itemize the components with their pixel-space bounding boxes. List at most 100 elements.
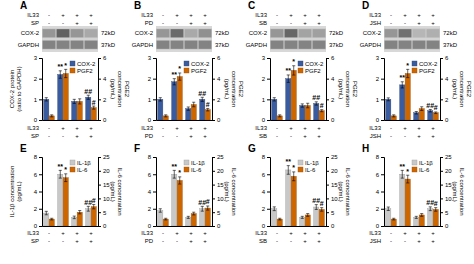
- blot-background: [42, 26, 98, 52]
- condition-label: +: [317, 12, 321, 18]
- tick: 10: [440, 196, 452, 202]
- axis: 0123: [34, 55, 43, 123]
- error-bar: [401, 82, 404, 88]
- row-annotation: 37kD: [215, 42, 230, 48]
- marks: [44, 69, 97, 120]
- tick-mark: [39, 79, 42, 80]
- band: [385, 29, 398, 37]
- tick: 25: [326, 154, 338, 160]
- tick-label: 0: [148, 117, 152, 123]
- tick-mark: [267, 209, 270, 210]
- band: [427, 29, 440, 37]
- lane-background: [270, 40, 326, 50]
- tick-label: 2: [34, 76, 38, 82]
- error-bar: [429, 207, 432, 211]
- bar: [200, 99, 205, 120]
- tick-label: 10: [103, 196, 110, 202]
- tick-label: 2: [103, 97, 107, 103]
- tick-mark: [381, 99, 384, 100]
- significance: *: [64, 166, 67, 173]
- tick-label: 10: [445, 196, 452, 202]
- tick: 6: [212, 55, 221, 61]
- tick: 1: [376, 97, 384, 103]
- annotations: **##*#: [400, 163, 438, 207]
- error-bar: [315, 102, 318, 105]
- error-bar: [292, 172, 295, 181]
- condition-label: -: [176, 20, 178, 26]
- tick-mark: [440, 198, 443, 199]
- axis: 0246: [440, 55, 449, 123]
- error-bar: [320, 208, 323, 212]
- tick-label: 2: [445, 97, 449, 103]
- tick-label: 15: [331, 182, 338, 188]
- tick-label: 4: [262, 189, 266, 195]
- condition-label: -: [276, 238, 278, 244]
- tick-label: 25: [217, 154, 224, 160]
- tick-mark: [326, 157, 329, 158]
- legend-item: COX-2: [70, 61, 96, 67]
- blot-bands: [156, 28, 212, 50]
- significance: *: [406, 62, 409, 69]
- tick-mark: [326, 185, 329, 186]
- tick-mark: [212, 79, 215, 80]
- bar-panel: E**##*#024680510152025IL-1β concentratio…: [9, 143, 123, 244]
- legend: IL-1βIL-6: [184, 160, 205, 173]
- tick-label: 2: [376, 206, 380, 212]
- condition-label: +: [431, 20, 435, 26]
- condition-label: +: [89, 125, 93, 131]
- tick: 6: [376, 172, 384, 178]
- tick-label: 3: [376, 55, 380, 61]
- legend: COX-2PGF2: [70, 61, 96, 74]
- legend-item: IL-1β: [298, 160, 319, 166]
- tick: 4: [148, 189, 156, 195]
- row-label: GAPDH: [360, 42, 381, 48]
- error-bar: [434, 208, 437, 212]
- tick: 4: [440, 76, 449, 82]
- band: [57, 29, 70, 37]
- axis-line: [327, 158, 330, 227]
- significance: #: [206, 198, 210, 205]
- panel-label: F: [134, 143, 140, 154]
- legend-item: IL-1β: [184, 160, 205, 166]
- tick-label: 0: [262, 117, 266, 123]
- tick: 10: [212, 196, 224, 202]
- band: [85, 29, 98, 37]
- annotations: **##*#: [58, 62, 96, 106]
- axis-line: [441, 158, 444, 227]
- tick-mark: [381, 209, 384, 210]
- legend-swatch: [184, 68, 189, 73]
- error-bar: [201, 97, 204, 101]
- tick-label: 3: [34, 55, 38, 61]
- error-bar: [387, 207, 390, 210]
- condition-label: +: [417, 12, 421, 18]
- tick-label: 10: [331, 196, 338, 202]
- error-bar: [50, 115, 53, 117]
- condition-label: -: [48, 133, 50, 139]
- legend-swatch: [412, 61, 417, 66]
- error-bar: [287, 166, 290, 175]
- axis-line: [385, 226, 441, 227]
- axis: 0123: [262, 55, 271, 123]
- tick-mark: [98, 171, 101, 172]
- tick: 6: [262, 172, 270, 178]
- tick: 4: [98, 76, 107, 82]
- axis-line: [381, 59, 385, 121]
- bar: [286, 79, 291, 120]
- tick: 2: [98, 97, 107, 103]
- tick-label: 6: [217, 55, 221, 61]
- condition-name: JSH: [370, 133, 381, 139]
- axis: 02468: [148, 154, 157, 229]
- axis: 02468: [262, 154, 271, 229]
- significance: *: [178, 65, 181, 72]
- tick-mark: [98, 99, 101, 100]
- error-bar: [164, 115, 167, 117]
- error-bar: [192, 102, 195, 107]
- tick: 15: [98, 182, 110, 188]
- condition-name: PD: [145, 20, 154, 26]
- error-bar: [201, 206, 204, 211]
- tick-label: 2: [217, 97, 221, 103]
- error-bar: [187, 107, 190, 110]
- condition-label: +: [203, 125, 207, 131]
- axis: 0510152025: [212, 154, 224, 229]
- condition-label: +: [89, 20, 93, 26]
